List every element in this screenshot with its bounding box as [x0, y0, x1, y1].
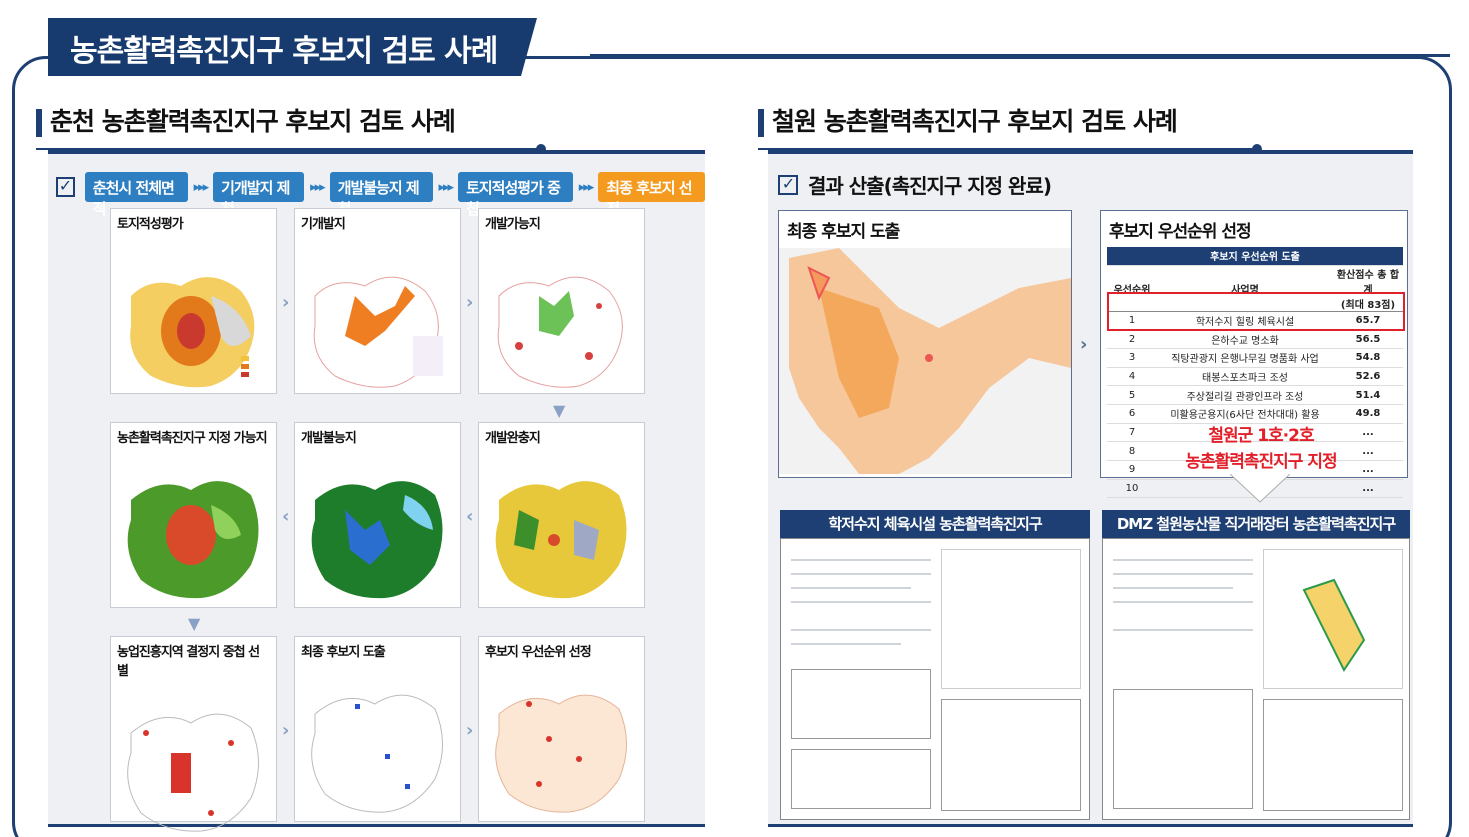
- map-label: 후보지 우선순위 선정: [485, 645, 592, 660]
- col-score: 환산점수 총 합계 (최대 83점): [1333, 265, 1403, 312]
- final-candidate-box: 최종 후보지 도출: [778, 210, 1072, 478]
- process-flow: ✓ 춘천시 전체면적 ▸▸▸ 기개발지 제척 ▸▸▸ 개발불능지 제척 ▸▸▸ …: [56, 170, 705, 218]
- checkbox-icon: ✓: [778, 174, 798, 195]
- map-label: 개발가능지: [485, 217, 541, 232]
- flow-step-2: 기개발지 제척: [213, 172, 305, 218]
- outer-frame: [12, 56, 1452, 837]
- table-row: 4 태봉스포츠파크 조성 52.6: [1107, 367, 1403, 387]
- title-rule: [590, 54, 1450, 57]
- arrow-right-icon: ›: [282, 292, 290, 313]
- result-heading: ✓ 결과 산출(촉진지구 지정 완료): [778, 170, 1052, 199]
- doc1-title: 학저수지 체육시설 농촌활력촉진지구: [780, 510, 1090, 538]
- right-heading-text: 철원 농촌활력촉진지구 후보지 검토 사례: [772, 107, 1178, 136]
- heading-dot: [536, 144, 546, 154]
- col-rank: 우선순위: [1107, 265, 1157, 312]
- table-row: 7......: [1107, 423, 1403, 443]
- table-row: 5 주상절리길 관광인프라 조성 51.4: [1107, 385, 1403, 405]
- buffer-map: [495, 481, 627, 599]
- arrow-right-icon: ›: [466, 720, 474, 741]
- right-heading: 철원 농촌활력촉진지구 후보지 검토 사례: [758, 102, 1268, 154]
- map-label: 농업진흥지역 결정지 중첩 선별: [117, 645, 260, 679]
- highlight-box: [1107, 292, 1405, 331]
- map-eligible: 농촌활력촉진지구 지정 가능지: [110, 422, 277, 608]
- flow-step-3: 개발불능지 제척: [329, 172, 433, 218]
- arrow-right-icon: ›: [466, 292, 474, 313]
- eligible-map: [127, 481, 259, 599]
- flow-step-5: 최종 후보지 선정: [598, 172, 705, 218]
- designation-callout: 철원군 1호·2호 농촌활력촉진지구 지정: [1151, 423, 1371, 475]
- right-panel: ✓ 결과 산출(촉진지구 지정 완료) 최종 후보지 도출 › 후보지 우선순위…: [768, 150, 1413, 827]
- flow-arrow-icon: ▸▸▸: [310, 179, 326, 195]
- map-final: 최종 후보지 도출: [294, 636, 461, 822]
- left-panel: ✓ 춘천시 전체면적 ▸▸▸ 기개발지 제척 ▸▸▸ 개발불능지 제척 ▸▸▸ …: [48, 150, 705, 832]
- table-row: 10...: [1107, 479, 1403, 499]
- arrow-down-icon: ▼: [553, 401, 566, 420]
- heading-bar: [36, 109, 42, 137]
- callout-line-2: 농촌활력촉진지구 지정: [1185, 452, 1337, 472]
- overlay-map: [127, 713, 259, 832]
- flow-arrow-icon: ▸▸▸: [193, 179, 210, 195]
- main-title: 농촌활력촉진지구 후보지 검토 사례: [48, 18, 538, 76]
- left-heading: 춘천 농촌활력촉진지구 후보지 검토 사례: [36, 102, 546, 154]
- callout-pointer-icon: [1230, 474, 1290, 503]
- table-row: 8...: [1107, 441, 1403, 461]
- map-buffer: 개발완충지: [478, 422, 645, 608]
- map-priority: 후보지 우선순위 선정: [478, 636, 645, 822]
- table-caption: 후보지 우선순위 도출: [1107, 247, 1403, 266]
- box-title: 최종 후보지 도출: [787, 222, 900, 242]
- col-name: 사업명: [1157, 265, 1333, 312]
- heading-dot: [1252, 144, 1262, 154]
- table-row: 6 미활용군용지(6사단 전차대대) 활용 49.8: [1107, 404, 1403, 424]
- arrow-right-icon: ›: [1080, 334, 1088, 355]
- arrow-left-icon: ‹: [282, 506, 290, 527]
- heading-underline: [36, 148, 542, 150]
- map-label: 개발불능지: [301, 431, 357, 446]
- map-land-suitability: 토지적성평가: [110, 208, 277, 394]
- result-title: 결과 산출(촉진지구 지정 완료): [808, 174, 1052, 198]
- map-label: 최종 후보지 도출: [301, 645, 386, 660]
- callout-line-1: 철원군 1호·2호: [1208, 426, 1314, 446]
- map-label: 개발완충지: [485, 431, 541, 446]
- arrow-right-icon: ›: [282, 720, 290, 741]
- map-label: 기개발지: [301, 217, 346, 232]
- map-label: 농촌활력촉진지구 지정 가능지: [117, 431, 268, 446]
- developed-map: [313, 276, 443, 388]
- final-map: [311, 694, 443, 813]
- undevelopable-map: [311, 481, 443, 599]
- priority-map: [495, 694, 627, 813]
- doc2-title: DMZ 철원농산물 직거래장터 농촌활력촉진지구: [1102, 510, 1410, 538]
- arrow-down-icon: ▼: [188, 614, 201, 633]
- flow-arrow-icon: ▸▸▸: [438, 179, 455, 195]
- map-overlay: 농업진흥지역 결정지 중첩 선별: [110, 636, 277, 832]
- box-title: 후보지 우선순위 선정: [1109, 222, 1252, 242]
- map-developable: 개발가능지: [478, 208, 645, 394]
- checkbox-icon: ✓: [56, 177, 75, 197]
- land-suitability-map: [130, 277, 255, 388]
- priority-box: 후보지 우선순위 선정 후보지 우선순위 도출 우선순위 사업명 환산점수 총 …: [1100, 210, 1408, 499]
- doc1-preview: [780, 538, 1090, 820]
- left-heading-text: 춘천 농촌활력촉진지구 후보지 검토 사례: [50, 107, 456, 136]
- developable-map: [497, 276, 623, 388]
- doc2-preview: [1102, 538, 1410, 820]
- flow-arrow-icon: ▸▸▸: [578, 179, 595, 195]
- flow-step-1: 춘천시 전체면적: [84, 172, 188, 218]
- map-undevelopable: 개발불능지: [294, 422, 461, 608]
- map-label: 토지적성평가: [117, 217, 184, 232]
- arrow-left-icon: ‹: [466, 506, 474, 527]
- cheorwon-map: [779, 248, 1071, 474]
- map-developed: 기개발지: [294, 208, 461, 394]
- flow-step-4: 토지적성평가 중첩: [458, 172, 573, 218]
- table-row: 3 직탕관광지 은행나무길 명품화 사업 54.8: [1107, 348, 1403, 368]
- table-row: 2 은하수교 명소화 56.5: [1107, 329, 1403, 349]
- heading-underline: [758, 148, 1258, 150]
- heading-bar: [758, 109, 764, 137]
